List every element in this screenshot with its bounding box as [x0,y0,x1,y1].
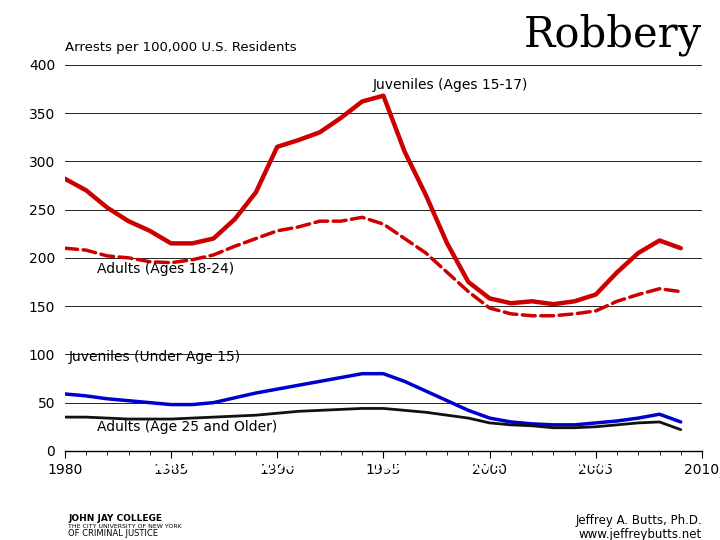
Text: Jeffrey A. Butts, Ph.D.: Jeffrey A. Butts, Ph.D. [575,514,702,527]
Text: JOHN JAY COLLEGE: JOHN JAY COLLEGE [68,514,163,523]
Text: THE CITY UNIVERSITY OF NEW YORK: THE CITY UNIVERSITY OF NEW YORK [68,524,182,529]
Text: Adults (Age 25 and Older): Adults (Age 25 and Older) [96,421,277,435]
Text: Arrests per 100,000 U.S. Residents: Arrests per 100,000 U.S. Residents [65,41,297,54]
Text: Robbery: Robbery [524,14,702,56]
Text: Juveniles (Under Age 15): Juveniles (Under Age 15) [69,350,241,364]
Text: The changes in robbery arrest rates are more pronounced
among 15-17 year-olds th: The changes in robbery arrest rates are … [110,458,610,494]
Text: OF CRIMINAL JUSTICE: OF CRIMINAL JUSTICE [68,529,158,538]
Text: Juveniles (Ages 15-17): Juveniles (Ages 15-17) [373,78,528,92]
Text: J: J [32,511,43,534]
Text: www.jeffreybutts.net: www.jeffreybutts.net [579,528,702,540]
Text: Adults (Ages 18-24): Adults (Ages 18-24) [96,262,234,276]
